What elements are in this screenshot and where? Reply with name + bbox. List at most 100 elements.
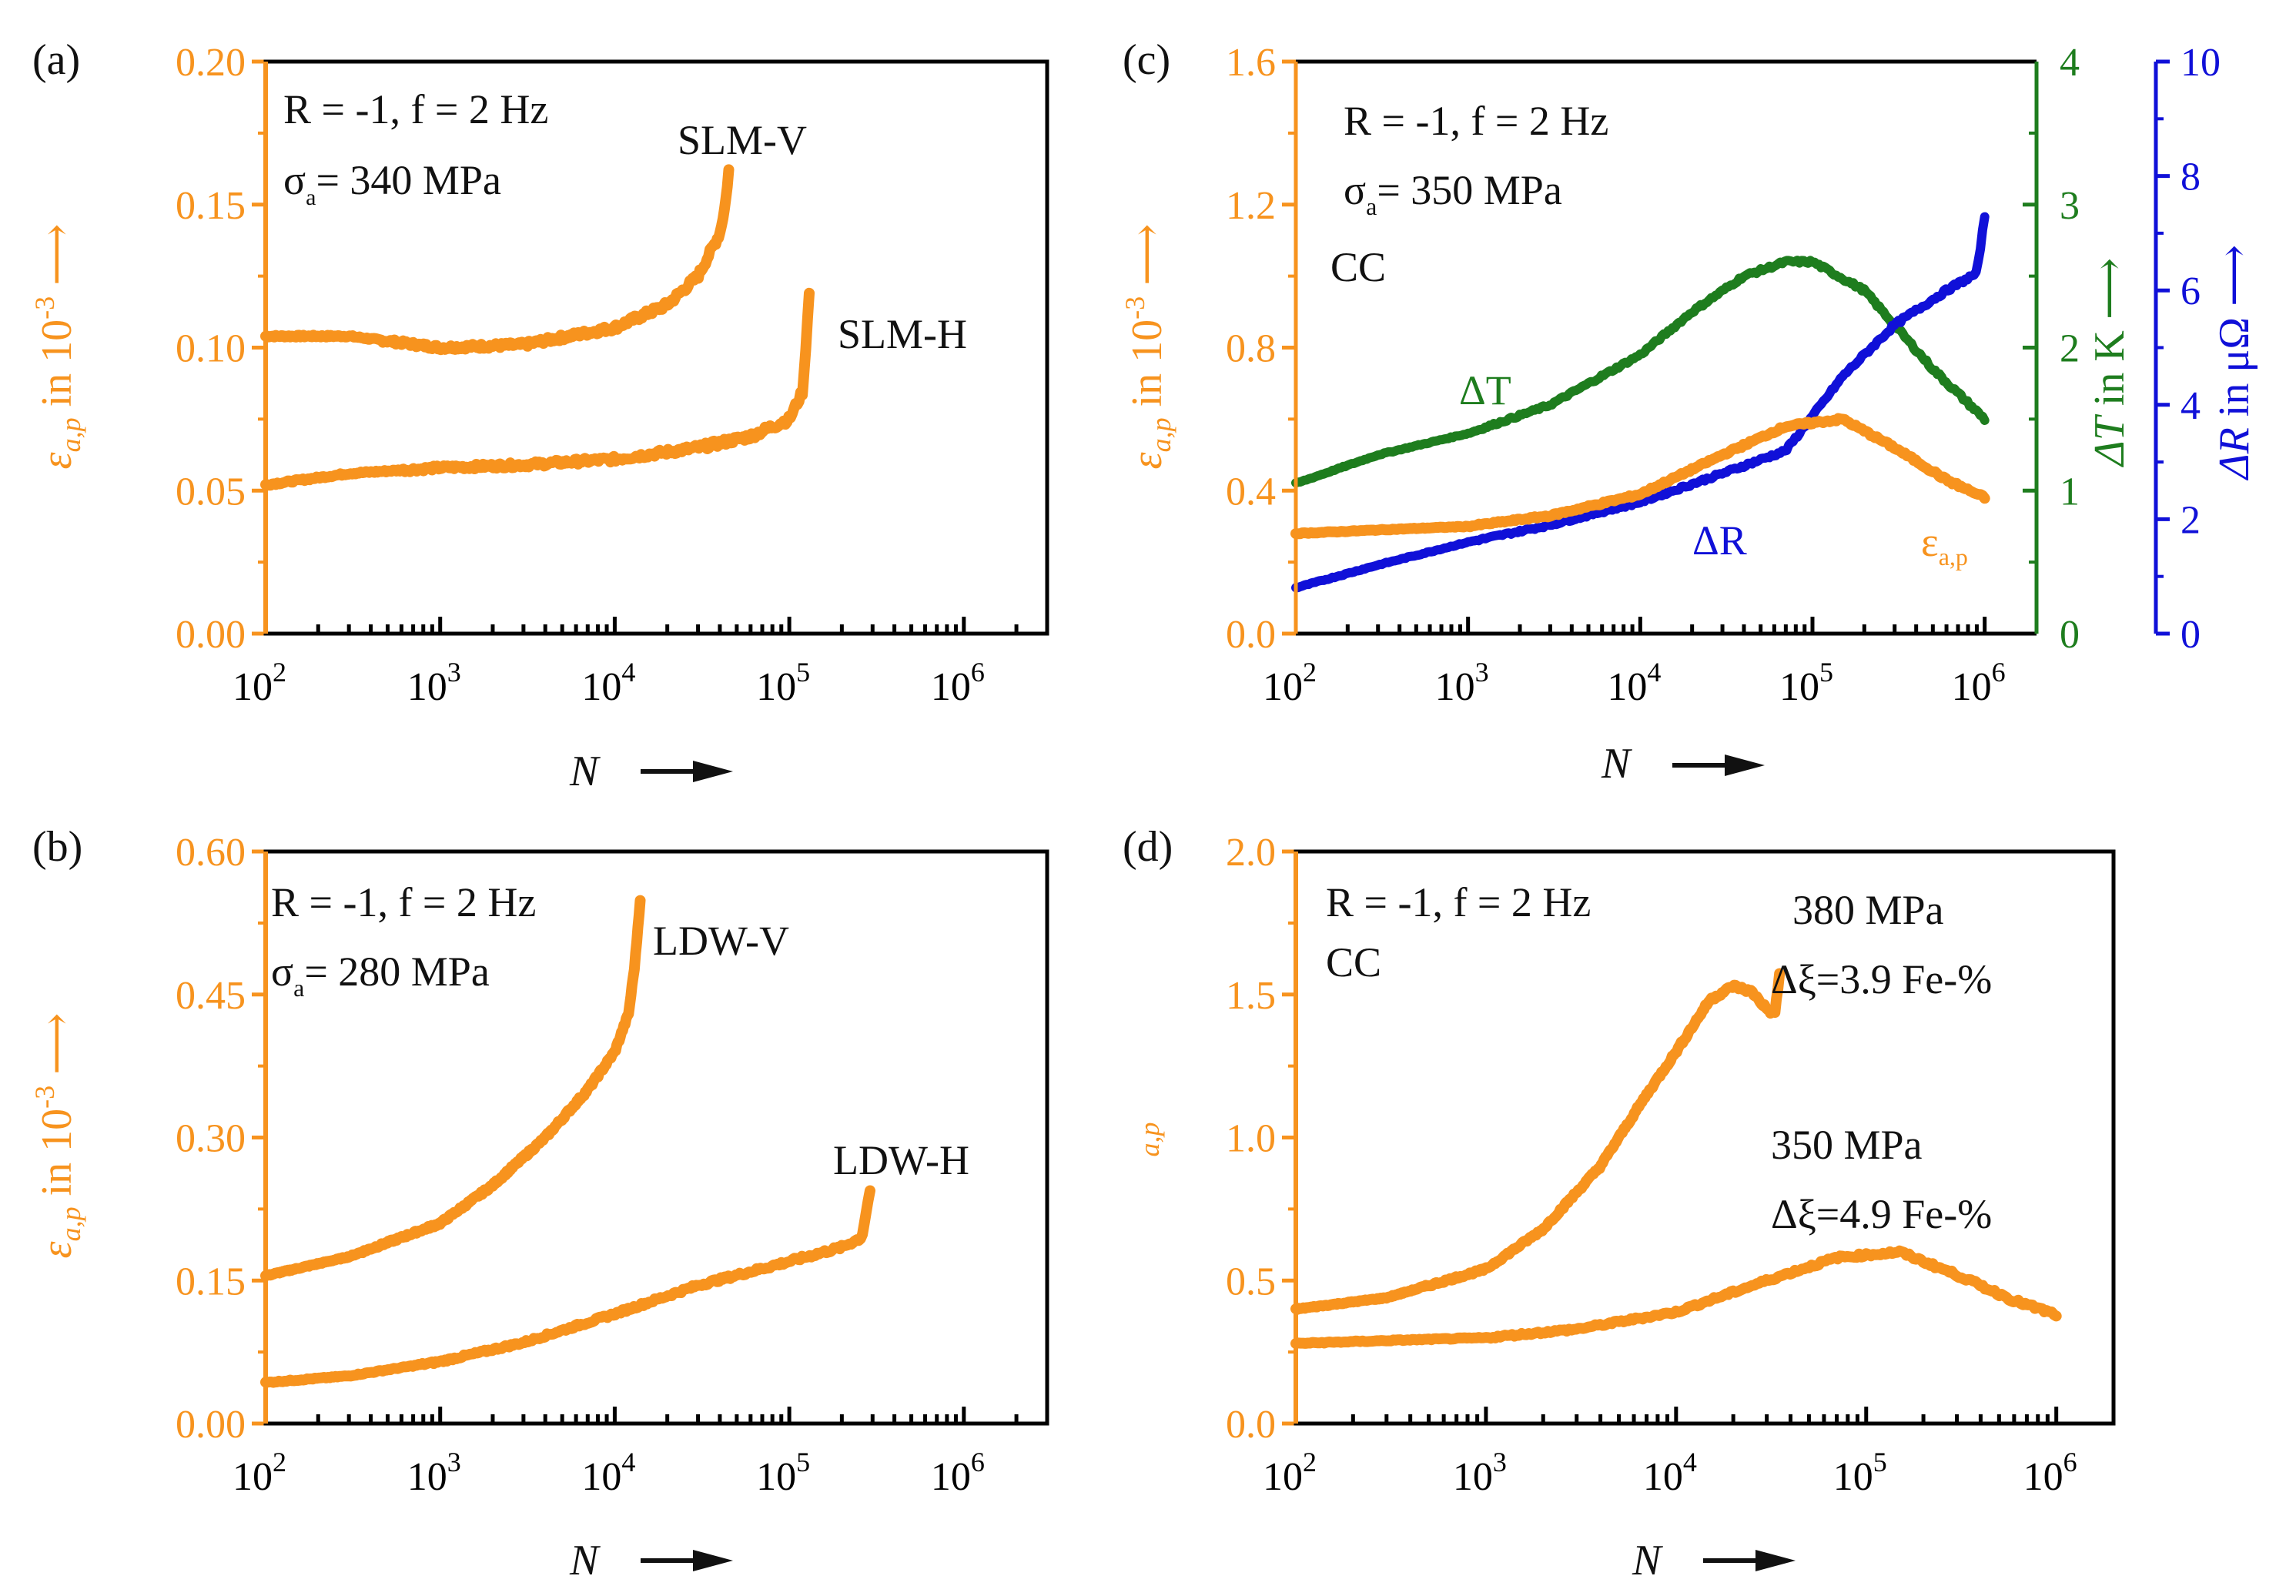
panel-a-label: (a) xyxy=(32,36,80,84)
panel-d-x-axis-title: N xyxy=(1632,1537,1796,1584)
panel-b-condition: R = -1, f = 2 Hz xyxy=(271,879,536,925)
x-tick-label: 103 xyxy=(1435,657,1489,709)
series-line-380-mpa xyxy=(1290,968,1786,1315)
y3-tick-label: 8 xyxy=(2181,156,2201,199)
panel-d-y-axis-title: a,p xyxy=(1134,1123,1165,1157)
panel-a: (a) 0.00 0.05 0.10 0.15 0.20 102 103 104 105 106… xyxy=(29,36,1049,795)
x-tick-label: 102 xyxy=(1263,657,1317,709)
panel-c-y3-axis-title: ΔR in μΩ ⟶ xyxy=(2211,245,2258,481)
panel-d-label: (d) xyxy=(1123,823,1173,871)
panel-a-series-label-slm-v: SLM-V xyxy=(678,117,807,163)
x-tick-label: 106 xyxy=(2023,1447,2077,1499)
x-tick-label: 106 xyxy=(1952,657,2006,709)
svg-text:N: N xyxy=(569,748,601,795)
y-tick-label: 0.0 xyxy=(1226,613,1276,657)
panel-c-label: (c) xyxy=(1123,36,1170,84)
panel-b-series-label-ldw-h: LDW-H xyxy=(833,1137,969,1183)
y-tick-label: 0.5 xyxy=(1226,1260,1276,1303)
panel-d-series-label-350-dxi: Δξ=4.9 Fe-% xyxy=(1771,1191,1992,1237)
series-line--a-p xyxy=(1290,413,1990,540)
panel-b-series-label-ldw-v: LDW-V xyxy=(653,918,789,964)
y-tick-label: 0.10 xyxy=(176,327,246,371)
x-tick-label: 102 xyxy=(1263,1447,1317,1499)
svg-text:a,p: a,p xyxy=(1134,1123,1165,1157)
y-tick-label: 0.20 xyxy=(176,41,246,85)
panel-b-x-axis-title: N xyxy=(569,1537,733,1584)
panel-c-series-label-eps: εa,p xyxy=(1921,519,1968,570)
x-tick-label: 103 xyxy=(1453,1447,1507,1499)
svg-text:N: N xyxy=(1601,740,1632,788)
svg-text:εa,p in 10-3 ⟶: εa,p in 10-3 ⟶ xyxy=(29,224,86,470)
x-tick-label: 103 xyxy=(407,657,461,709)
panel-c-y3-ticks: 0 2 4 6 8 10 xyxy=(2156,41,2221,657)
svg-text:εa,p in 10-3 ⟶: εa,p in 10-3 ⟶ xyxy=(1120,224,1176,470)
x-tick-label: 104 xyxy=(1607,657,1661,709)
y-tick-label: 0.05 xyxy=(176,470,246,514)
x-tick-label: 104 xyxy=(1643,1447,1697,1499)
svg-text:N: N xyxy=(569,1537,601,1584)
svg-text:εa,p in 10-3 ⟶: εa,p in 10-3 ⟶ xyxy=(29,1013,86,1259)
y-tick-label: 0.15 xyxy=(176,184,246,228)
panel-c-cc-label: CC xyxy=(1330,244,1386,290)
panel-d-series-label-380: 380 MPa xyxy=(1792,887,1944,933)
panel-b: (b) 0.00 0.15 0.30 0.45 0.60 102 103 104 105 106… xyxy=(29,823,1049,1584)
panel-c-condition: R = -1, f = 2 Hz xyxy=(1344,98,1608,144)
panel-c-y-ticks: 0.0 0.4 0.8 1.2 1.6 xyxy=(1226,41,1296,657)
series-line-350-mpa xyxy=(1290,1245,2062,1349)
panel-a-curves xyxy=(260,164,815,491)
panel-b-curves xyxy=(260,895,875,1388)
panel-c-y2-axis-title: ΔT in K ⟶ xyxy=(2086,258,2134,467)
panel-c-series-label-dt: ΔT xyxy=(1459,367,1511,413)
panel-a-x-ticks: 102 103 104 105 106 xyxy=(233,617,1049,709)
panel-c-curves xyxy=(1290,212,1990,593)
y-tick-label: 0.00 xyxy=(176,613,246,657)
panel-c-stress: σa= 350 MPa xyxy=(1344,167,1562,220)
panel-a-series-label-slm-h: SLM-H xyxy=(838,311,967,357)
y-tick-label: 0.15 xyxy=(176,1260,246,1303)
y-tick-label: 0.30 xyxy=(176,1117,246,1161)
panel-b-label: (b) xyxy=(32,823,82,871)
series-line--t xyxy=(1291,256,1990,488)
y3-tick-label: 2 xyxy=(2181,498,2201,542)
y3-tick-label: 0 xyxy=(2181,613,2201,657)
y-tick-label: 0.8 xyxy=(1226,327,1276,371)
series-line-ldw-h xyxy=(260,1185,875,1388)
panel-c-y-axis-title: εa,p in 10-3 ⟶ xyxy=(1120,224,1176,470)
panel-d: (d) 0.00.51.01.52.0 102 103 104 105 106 a,p … xyxy=(1123,823,2116,1584)
series-line--r xyxy=(1291,212,1990,593)
panel-a-y-ticks: 0.00 0.05 0.10 0.15 0.20 xyxy=(176,41,266,657)
panel-c-series-label-dr: ΔR xyxy=(1692,517,1747,564)
y-tick-label: 1.5 xyxy=(1226,974,1276,1018)
panel-a-stress: σa= 340 MPa xyxy=(283,157,501,210)
panel-b-stress: σa= 280 MPa xyxy=(271,949,490,1002)
x-tick-label: 105 xyxy=(1833,1447,1887,1499)
y-tick-label: 0.45 xyxy=(176,974,246,1018)
panel-c-frame xyxy=(1294,59,2158,636)
panel-d-y-ticks: 0.0 0.5 1.0 1.5 2.0 xyxy=(1226,831,1296,1447)
series-line-ldw-v xyxy=(260,895,646,1281)
y2-tick-label: 2 xyxy=(2060,327,2080,371)
x-tick-label: 106 xyxy=(931,657,985,709)
y-tick-label: 0.4 xyxy=(1226,470,1276,514)
x-tick-label: 103 xyxy=(407,1447,461,1499)
panel-a-y-axis-title: εa,p in 10-3 ⟶ xyxy=(29,224,86,470)
svg-text:N: N xyxy=(1632,1537,1663,1584)
panel-c: (c) 0.0 0.4 0.8 1.2 1.6 0 1 2 3 4 0 2 4 6 8 10 102 103… xyxy=(1120,36,2258,788)
x-tick-label: 104 xyxy=(581,657,635,709)
x-tick-label: 104 xyxy=(581,1447,635,1499)
panel-d-condition: R = -1, f = 2 Hz xyxy=(1326,879,1591,925)
series-line-slm-v xyxy=(260,164,735,356)
y-tick-label: 2.0 xyxy=(1226,831,1276,875)
panel-d-series-label-380-dxi: Δξ=3.9 Fe-% xyxy=(1771,956,1992,1002)
arrow-right-icon xyxy=(1672,755,1765,776)
arrow-right-icon xyxy=(641,761,733,782)
y2-tick-label: 1 xyxy=(2060,470,2080,514)
y2-tick-label: 0 xyxy=(2060,613,2080,657)
panel-a-x-axis-title: N xyxy=(569,748,733,795)
panel-c-x-ticks: 102 103 104 105 106 xyxy=(1263,617,2039,709)
svg-text:ΔT in K ⟶: ΔT in K ⟶ xyxy=(2086,258,2134,467)
panel-a-condition: R = -1, f = 2 Hz xyxy=(283,86,548,132)
y-tick-label: 1.2 xyxy=(1226,184,1276,228)
panel-d-curves xyxy=(1290,968,2062,1349)
